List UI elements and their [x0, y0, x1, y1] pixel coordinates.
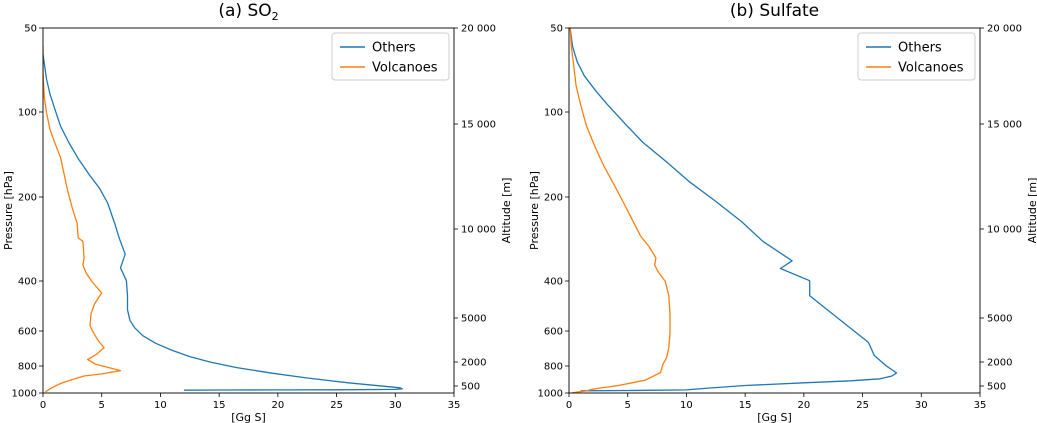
x-tick-label: 0	[40, 400, 46, 411]
x-tick-label: 35	[448, 400, 461, 411]
legend: Others Volcanoes	[331, 32, 450, 81]
x-tick-label: 30	[389, 400, 402, 411]
plot-frame	[568, 27, 981, 394]
y-tick-label: 800	[18, 362, 37, 373]
x-axis-label: [Gg S]	[231, 411, 266, 423]
legend-label-volcanoes: Volcanoes	[898, 61, 964, 76]
legend-label-others: Others	[898, 41, 942, 56]
y-tick-label: 50	[550, 24, 563, 35]
y-tick-label: 400	[544, 277, 563, 288]
y-tick-label: 600	[18, 327, 37, 338]
y2-axis-label: Altitude [m]	[1026, 178, 1037, 244]
x-axis-label: [Gg S]	[757, 411, 792, 423]
x-tick-label: 10	[154, 400, 167, 411]
y-tick-label: 800	[544, 362, 563, 373]
x-tick-label: 25	[856, 400, 869, 411]
chart-panel-so2: 0 5 10 15 20 25 30 35 50 100 200 400 600 800 1000 20 00…	[2, 1, 513, 423]
y2-tick-label: 5000	[987, 314, 1012, 325]
x-tick-label: 0	[566, 400, 572, 411]
y-tick-label: 1000	[538, 389, 563, 400]
x-tick-label: 30	[915, 400, 928, 411]
y-axis-label: Pressure [hPa]	[528, 171, 541, 250]
y2-tick-label: 500	[987, 382, 1006, 393]
y2-tick-label: 20 000	[987, 24, 1022, 35]
y2-tick-label: 2000	[461, 358, 486, 369]
y-tick-label: 50	[24, 24, 37, 35]
chart-panel-sulfate: 0 5 10 15 20 25 30 35 50 100 200 400 600 800 1000 20 00…	[528, 1, 1037, 423]
y2-tick-label: 10 000	[987, 225, 1022, 236]
chart-title: (b) Sulfate	[730, 1, 819, 21]
legend-label-volcanoes: Volcanoes	[372, 61, 438, 76]
chart-title: (a) SO2	[218, 1, 278, 23]
y2-tick-label: 15 000	[987, 120, 1022, 131]
legend: Others Volcanoes	[857, 32, 976, 81]
y2-tick-label: 5000	[461, 314, 486, 325]
series-line-others	[43, 54, 403, 391]
series-line-others	[569, 28, 898, 392]
legend-box	[331, 32, 450, 81]
x-tick-label: 35	[974, 400, 987, 411]
x-tick-label: 10	[680, 400, 693, 411]
x-tick-label: 15	[213, 400, 226, 411]
x-tick-label: 25	[330, 400, 343, 411]
x-tick-label: 20	[797, 400, 810, 411]
x-tick-label: 20	[271, 400, 284, 411]
y2-axis-label: Altitude [m]	[500, 178, 513, 244]
y2-tick-label: 2000	[987, 358, 1012, 369]
y-tick-label: 100	[18, 108, 37, 119]
plot-frame	[42, 27, 455, 394]
x-tick-label: 15	[739, 400, 752, 411]
y2-tick-label: 15 000	[461, 120, 496, 131]
y-tick-label: 1000	[12, 389, 37, 400]
x-tick-label: 5	[99, 400, 105, 411]
series-line-volcanoes	[569, 28, 671, 393]
y-tick-label: 400	[18, 277, 37, 288]
y-tick-label: 100	[544, 108, 563, 119]
y2-tick-label: 500	[461, 382, 480, 393]
x-tick-label: 5	[625, 400, 631, 411]
y2-tick-label: 10 000	[461, 225, 496, 236]
y-tick-label: 200	[544, 193, 563, 204]
y-axis-label: Pressure [hPa]	[2, 171, 15, 250]
legend-label-others: Others	[372, 41, 416, 56]
y-tick-label: 600	[544, 327, 563, 338]
series-line-volcanoes	[43, 46, 122, 393]
y-tick-label: 200	[18, 193, 37, 204]
legend-box	[857, 32, 976, 81]
y2-tick-label: 20 000	[461, 24, 496, 35]
